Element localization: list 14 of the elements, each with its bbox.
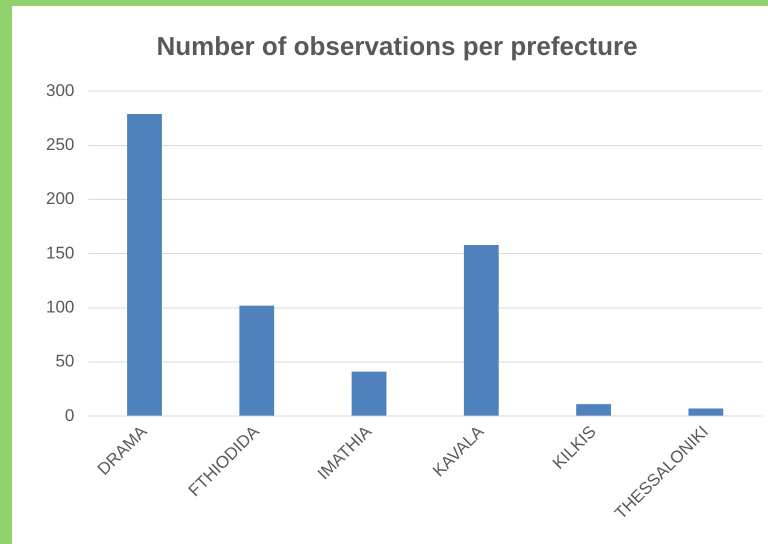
bar — [688, 408, 724, 416]
y-tick-label: 200 — [46, 189, 74, 208]
bar — [127, 114, 162, 416]
bar — [239, 306, 274, 416]
y-tick-label: 300 — [46, 80, 74, 100]
bar — [576, 404, 611, 416]
y-tick-label: 250 — [46, 135, 74, 154]
bar — [352, 372, 386, 416]
chart-title: Number of observations per prefecture — [156, 30, 638, 61]
y-tick-label: 50 — [55, 352, 74, 371]
y-tick-label: 100 — [46, 297, 74, 316]
y-tick-label: 150 — [46, 243, 74, 262]
bar — [464, 244, 499, 416]
y-tick-label: 0 — [64, 406, 74, 425]
